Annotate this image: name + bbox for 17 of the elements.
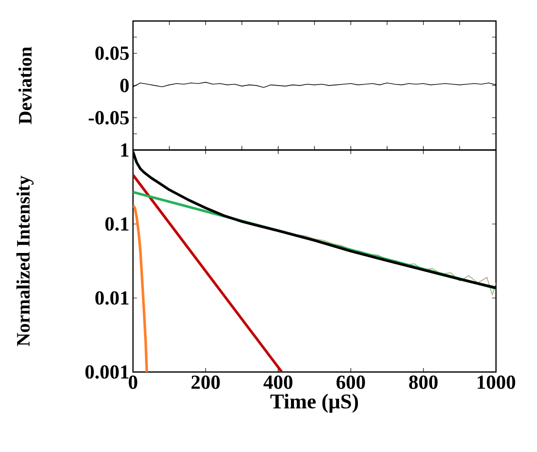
y-axis-title: Normalized Intensity (16, 176, 34, 346)
x-axis-title: Time (μS) (270, 394, 358, 413)
y-tick-label: 0 (120, 78, 129, 92)
x-tick-label: 0 (128, 376, 138, 389)
x-tick-label: 1000 (478, 376, 516, 389)
x-tick-label: 800 (409, 376, 438, 389)
y-tick-label: 1 (121, 143, 128, 157)
x-tick-label: 400 (264, 376, 292, 389)
line-series (133, 204, 148, 372)
y-tick-label: -0.05 (88, 110, 129, 125)
x-tick-label: 600 (336, 376, 365, 389)
y-tick-label: 0.001 (85, 365, 128, 379)
y-tick-label: 0.01 (95, 291, 128, 305)
x-tick-label: 200 (192, 376, 220, 389)
y-axis-title: Deviation (18, 46, 32, 124)
y-tick-label: 0.05 (95, 46, 129, 60)
y-tick-label: 0.1 (105, 217, 128, 231)
